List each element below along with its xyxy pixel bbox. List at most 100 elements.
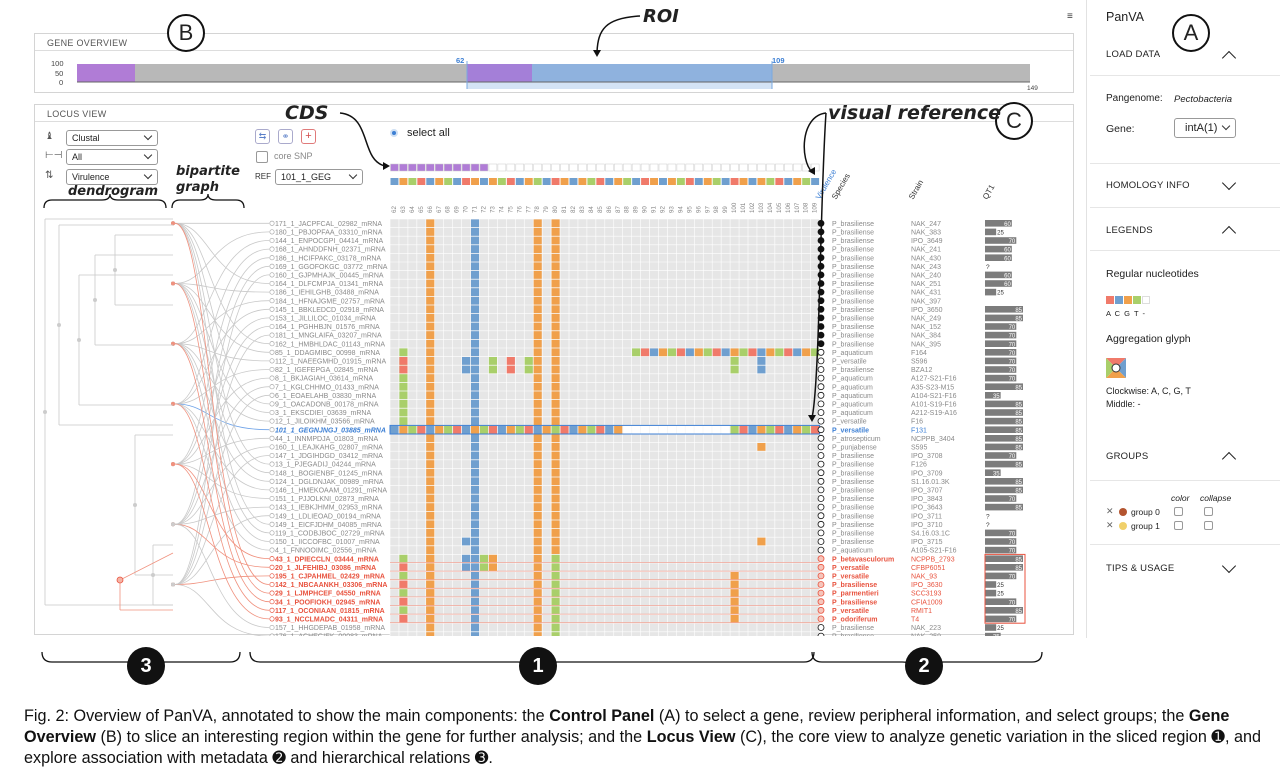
variant-cell: [802, 348, 811, 357]
variant-cell: [426, 434, 435, 443]
homology-info-header[interactable]: HOMOLOGY INFO: [1106, 180, 1190, 191]
leaf-node: [269, 564, 275, 570]
strain-label: NAK_384: [911, 333, 941, 340]
bipartite-link: [174, 222, 270, 525]
locus-view-svg[interactable]: 62 63 64 65 66 67 68 69 70 71 72 73 74 75 76 77 78 79 80 81…: [35, 105, 1075, 636]
gene-select[interactable]: intA(1): [1174, 118, 1236, 138]
bipartite-link: [174, 343, 270, 603]
row-label: 181_1_MNGLAIFA_03207_mRNA: [275, 333, 382, 340]
variant-cell: [399, 580, 408, 589]
sort-select[interactable]: Virulence: [66, 169, 158, 185]
qt-bar: [985, 435, 1023, 442]
row-label: 43_1_DPIECCLN_03444_mRNA: [275, 556, 379, 563]
cds-cell: [587, 163, 596, 172]
group1-collapse-checkbox[interactable]: [1204, 521, 1213, 530]
legends-header[interactable]: LEGENDS: [1106, 225, 1153, 236]
species-label: P_brasiliense: [832, 513, 874, 520]
color-scheme-select[interactable]: Clustal: [66, 130, 158, 146]
reference-cell: [802, 178, 811, 185]
strain-label: NAK_259: [911, 634, 941, 636]
variant-cell: [533, 339, 542, 348]
variant-cell: [730, 357, 739, 365]
swap-icon[interactable]: ⇆: [255, 129, 270, 144]
virulence-dot: [817, 632, 825, 636]
load-data-header[interactable]: LOAD DATA: [1106, 49, 1161, 60]
leaf-node: [269, 590, 275, 596]
group1-color-checkbox[interactable]: [1174, 521, 1183, 530]
reference-cell: [757, 178, 766, 185]
qt-value: 25: [997, 626, 1004, 632]
position-tick: 105: [776, 202, 783, 213]
group1-remove-icon[interactable]: ✕: [1106, 520, 1114, 530]
figure-caption: Fig. 2: Overview of PanVA, annotated to …: [24, 707, 1261, 767]
position-tick: 109: [812, 202, 819, 213]
reference-cell: [524, 178, 533, 185]
variant-cell: [533, 546, 542, 554]
gene-overview-chart[interactable]: [35, 34, 1075, 94]
position-tick: 63: [400, 206, 407, 213]
group0-remove-icon[interactable]: ✕: [1106, 506, 1114, 516]
qt-bar: [985, 452, 1017, 459]
strain-label: NAK_240: [911, 273, 941, 280]
qt-value: 70: [1009, 540, 1016, 546]
qt-bar: [985, 615, 1017, 623]
bipartite-link: [174, 403, 270, 611]
leaf-node: [269, 375, 275, 381]
variant-cell: [426, 615, 435, 623]
variant-cell: [470, 408, 480, 417]
variant-cell: [426, 632, 435, 636]
row-label: 162_1_HMBHLDAC_01143_mRNA: [275, 341, 385, 348]
row-label: 149_1_EICFJDHM_04085_mRNA: [275, 522, 382, 529]
bipartite-link: [174, 222, 270, 465]
annotation-visual-reference: visual reference: [828, 102, 1002, 124]
app-title: PanVA: [1106, 10, 1144, 24]
species-label: P_versatile: [832, 608, 869, 615]
qt-bar: [985, 245, 1012, 253]
virulence-dot: [817, 469, 825, 477]
leaf-node: [269, 461, 275, 467]
group0-collapse-checkbox[interactable]: [1204, 507, 1213, 516]
qt-value: 85: [1015, 385, 1022, 391]
qt-value: 85: [1015, 420, 1022, 426]
variant-cell: [470, 288, 480, 296]
select-all-radio[interactable]: [390, 129, 398, 137]
core-snp-label: core SNP: [274, 151, 313, 161]
groups-header[interactable]: GROUPS: [1106, 451, 1149, 462]
variant-cell: [533, 271, 542, 279]
roi-area-blue: [532, 64, 772, 82]
variant-cell: [417, 425, 426, 434]
qt-bar: [985, 254, 1012, 261]
variant-cell: [533, 365, 542, 374]
filter-select[interactable]: All: [66, 149, 158, 165]
variant-cell: [551, 417, 560, 425]
cds-cell: [506, 163, 516, 172]
variant-cell: [426, 288, 435, 296]
cds-cell: [801, 163, 811, 172]
strain-label: IPO_3630: [911, 582, 943, 589]
cds-cell: [569, 163, 578, 172]
variant-cell: [703, 348, 712, 357]
tips-header[interactable]: TIPS & USAGE: [1106, 563, 1175, 574]
core-snp-checkbox[interactable]: [256, 151, 268, 163]
variant-cell: [399, 348, 408, 357]
group0-color-checkbox[interactable]: [1174, 507, 1183, 516]
dendrogram-leaf: [171, 462, 175, 467]
qt-bar: [985, 349, 1017, 356]
ref-select[interactable]: 101_1_GEG: [275, 169, 363, 185]
strain-label: NAK_93: [911, 574, 937, 581]
variant-cell: [551, 279, 560, 288]
variant-cell: [399, 425, 408, 434]
collapse-panel-icon[interactable]: ≡: [1067, 11, 1073, 22]
leaf-node: [269, 323, 275, 330]
species-label: P_versatile: [832, 359, 867, 366]
collapse-column-label: collapse: [1200, 493, 1232, 503]
variant-cell: [551, 348, 560, 357]
virulence-dot: [817, 520, 825, 528]
link-icon[interactable]: ⚭: [278, 129, 293, 144]
qt-value: 85: [1015, 317, 1022, 323]
variant-cell: [730, 348, 739, 357]
strain-label: NAK_431: [911, 290, 941, 297]
add-icon[interactable]: +: [301, 129, 316, 144]
variant-cell: [676, 348, 685, 357]
variant-cell: [551, 460, 560, 468]
